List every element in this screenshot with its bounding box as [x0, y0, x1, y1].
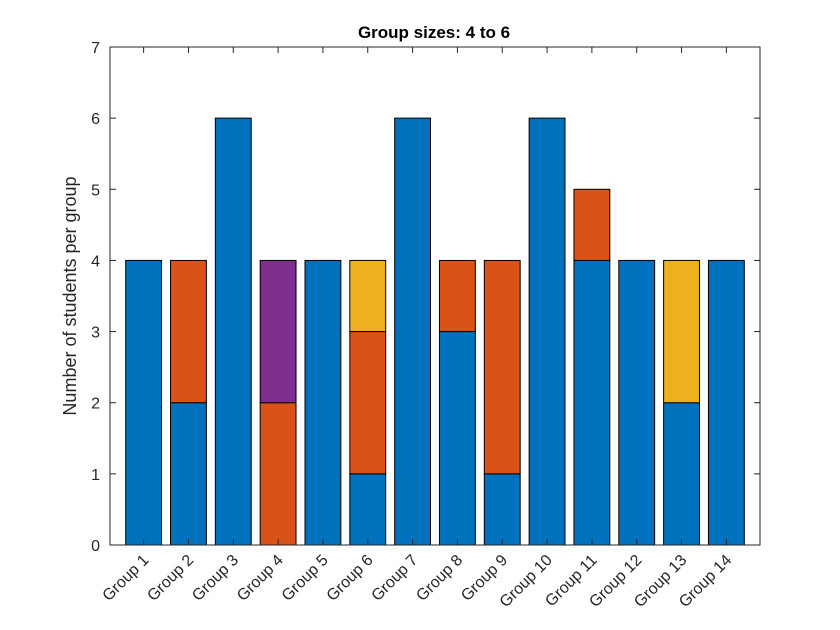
x-tick-label: Group 1: [100, 552, 153, 605]
bar-segment: [259, 402, 297, 546]
bar-segment: [618, 259, 656, 546]
bar-segment: [483, 473, 521, 546]
y-axis-label: Number of students per group: [60, 176, 80, 415]
x-tick-label: Group 8: [413, 552, 466, 605]
bars-layer: [125, 117, 745, 546]
chart-title: Group sizes: 4 to 6: [358, 23, 510, 42]
x-tick-label: Group 3: [189, 552, 242, 605]
y-tick-label: 7: [91, 40, 100, 57]
bar-segment: [663, 402, 700, 546]
bar-segment: [304, 259, 342, 546]
bar-segment: [573, 259, 611, 546]
bar-segment: [438, 259, 476, 333]
y-tick-label: 3: [91, 325, 100, 342]
y-tick-label: 0: [91, 538, 100, 555]
plot-box: [109, 46, 761, 546]
bar-segment: [214, 117, 252, 546]
y-tick-label: 4: [91, 253, 100, 270]
x-tick-label: Group 6: [324, 552, 377, 605]
bar-segment: [707, 259, 745, 546]
y-tick-label: 5: [91, 182, 100, 199]
bar-segment: [573, 188, 611, 261]
x-tick-label: Group 4: [234, 552, 287, 605]
y-tick-label: 2: [91, 396, 100, 413]
x-tick-label: Group 2: [144, 552, 197, 605]
bar-segment: [259, 259, 297, 404]
bar-segment: [528, 117, 566, 546]
x-tick-label: Group 7: [369, 552, 422, 605]
bar-segment: [349, 331, 387, 475]
bar-segment: [394, 117, 432, 546]
bar-segment: [438, 331, 476, 546]
bar-segment: [663, 259, 700, 404]
bar-segment: [349, 473, 387, 546]
bar-segment: [170, 402, 207, 546]
x-tick-label: Group 5: [279, 552, 332, 605]
bar-segment: [349, 259, 387, 333]
bar-segment: [125, 259, 163, 546]
bar-segment: [483, 259, 521, 475]
bar-segment: [170, 259, 207, 404]
y-tick-label: 1: [91, 467, 100, 484]
y-tick-label: 6: [91, 111, 100, 128]
